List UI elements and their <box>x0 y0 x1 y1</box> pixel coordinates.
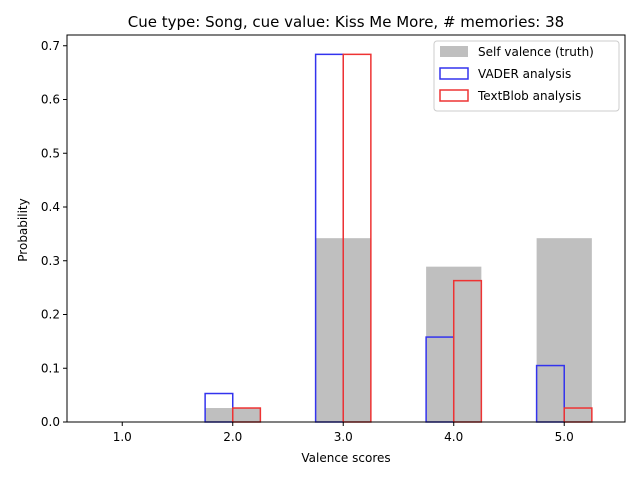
y-axis: 0.0 0.1 0.2 0.3 0.4 0.5 0.6 0.7 <box>41 39 67 429</box>
x-axis-label: Valence scores <box>301 451 390 465</box>
y-tick-label: 0.1 <box>41 361 60 375</box>
y-tick-label: 0.7 <box>41 39 60 53</box>
y-tick-label: 0.2 <box>41 308 60 322</box>
y-tick-label: 0.0 <box>41 415 60 429</box>
legend-swatch <box>439 89 469 102</box>
legend-label: Self valence (truth) <box>478 45 594 59</box>
x-tick-label: 2.0 <box>223 430 242 444</box>
y-tick-label: 0.5 <box>41 146 60 160</box>
x-tick-label: 1.0 <box>113 430 132 444</box>
legend-swatch <box>439 67 469 80</box>
x-tick-label: 5.0 <box>555 430 574 444</box>
y-axis-label: Probability <box>16 198 30 261</box>
legend-label: TextBlob analysis <box>477 89 581 103</box>
legend-box <box>433 40 620 112</box>
x-tick-label: 3.0 <box>334 430 353 444</box>
legend-label: VADER analysis <box>478 67 571 81</box>
legend-swatch <box>440 46 468 57</box>
y-tick-label: 0.4 <box>41 200 60 214</box>
plot-frame <box>66 34 626 423</box>
x-tick-label: 4.0 <box>444 430 463 444</box>
y-tick-label: 0.6 <box>41 93 60 107</box>
x-axis: 1.0 2.0 3.0 4.0 5.0 <box>113 422 574 444</box>
chart-title: Cue type: Song, cue value: Kiss Me More,… <box>128 13 564 31</box>
bars-layer <box>204 53 593 423</box>
y-tick-label: 0.3 <box>41 254 60 268</box>
legend: Self valence (truth) VADER analysis TextBl… <box>433 40 620 112</box>
